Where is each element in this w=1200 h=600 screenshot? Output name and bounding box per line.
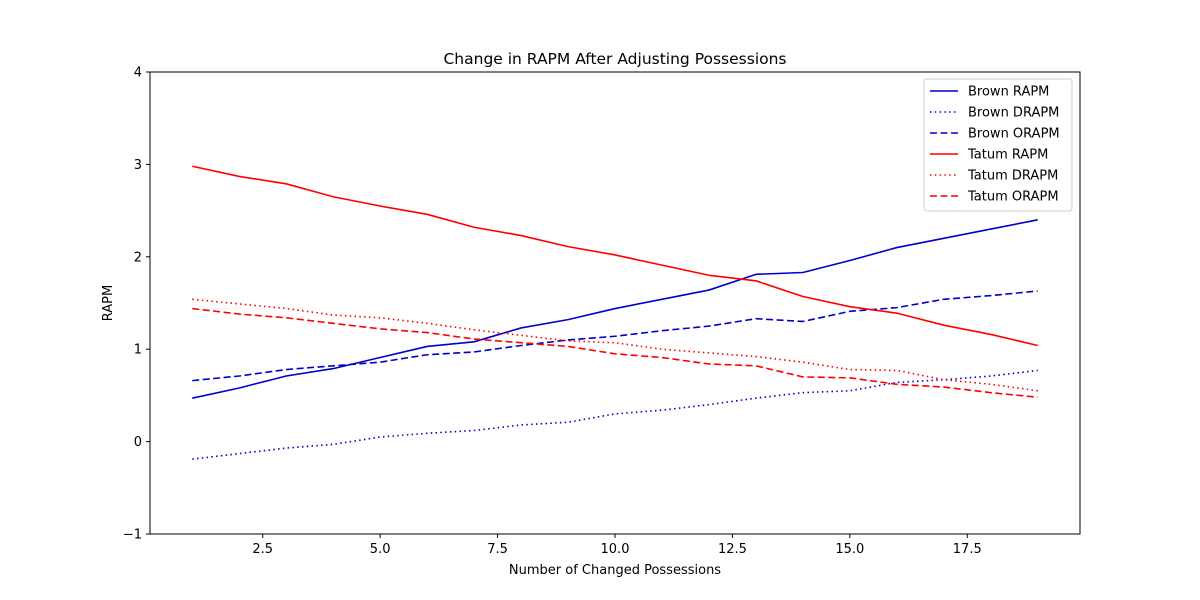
legend-label: Brown DRAPM	[968, 106, 1059, 121]
legend-box	[923, 78, 1073, 212]
x-tick-label: 15.0	[835, 542, 864, 557]
x-tick-label: 10.0	[601, 542, 630, 557]
legend-label: Tatum DRAPM	[967, 169, 1058, 184]
series-line-brown-rapm	[192, 219, 1038, 399]
x-axis: 2.5 5.0 7.5 10.0 12.5 15.0 17.5	[252, 534, 982, 557]
y-tick-label: 0	[134, 435, 142, 450]
x-tick-label: 2.5	[252, 542, 273, 557]
chart-title: Change in RAPM After Adjusting Possessio…	[443, 50, 786, 68]
legend-label: Tatum RAPM	[967, 148, 1048, 163]
legend-label: Brown ORAPM	[968, 127, 1060, 142]
legend-label: Tatum ORAPM	[967, 190, 1059, 205]
y-tick-label: 4	[134, 66, 142, 81]
x-axis-title: Number of Changed Possessions	[509, 563, 721, 578]
y-tick-label: 2	[134, 250, 142, 265]
y-axis: −1 0 1 2 3 4	[123, 66, 150, 543]
x-tick-label: 5.0	[370, 542, 391, 557]
y-tick-label: 1	[134, 343, 142, 358]
y-axis-title: RAPM	[101, 285, 116, 321]
series-line-tatum-orapm	[192, 307, 1038, 399]
legend-label: Brown RAPM	[968, 85, 1049, 100]
legend: Brown RAPM Brown DRAPM Brown ORAPM Tatum RA…	[923, 78, 1073, 212]
y-tick-label: 3	[134, 158, 142, 173]
series-line-tatum-rapm	[192, 165, 1038, 347]
x-tick-label: 7.5	[487, 542, 508, 557]
x-tick-label: 17.5	[953, 542, 982, 557]
series-line-brown-orapm	[192, 290, 1038, 382]
x-tick-label: 12.5	[718, 542, 747, 557]
plot-area	[149, 71, 1081, 535]
y-tick-label: −1	[123, 528, 142, 543]
